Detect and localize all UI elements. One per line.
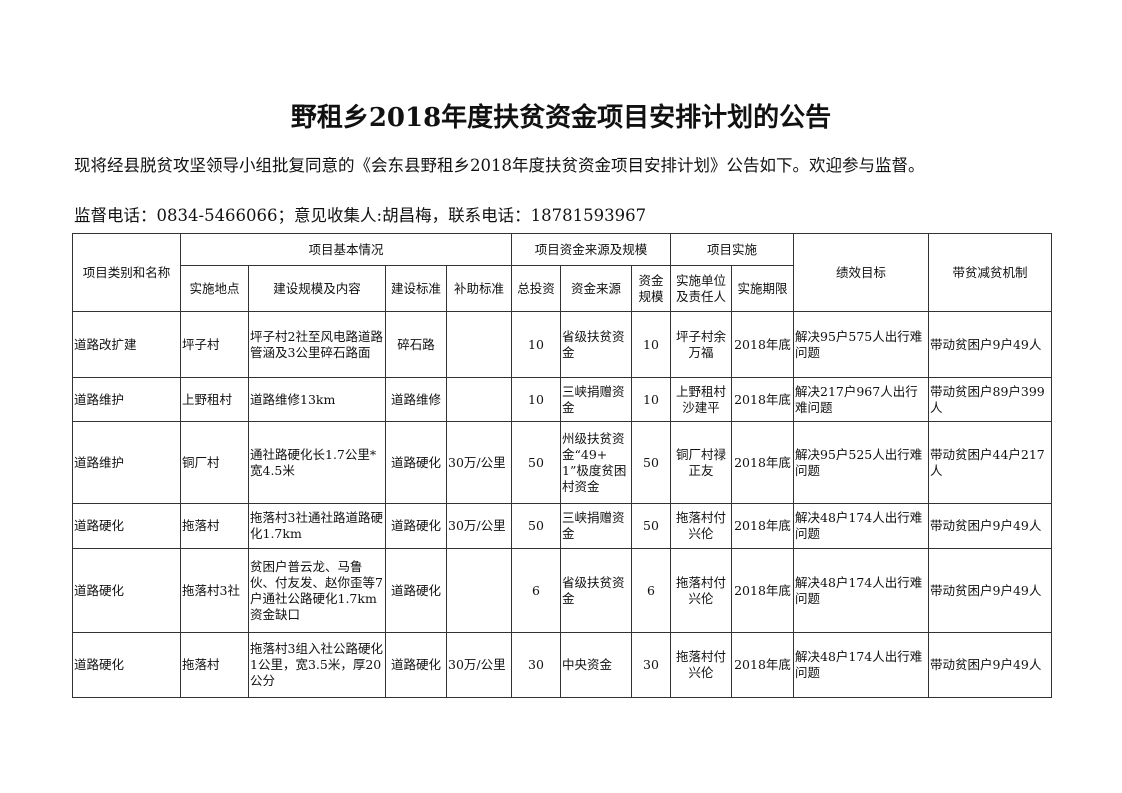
header-period: 实施期限 [731,265,794,312]
intro-paragraph: 现将经县脱贫攻坚领导小组批复同意的《会东县野租乡2018年度扶贫资金项目安排计划… [74,156,925,175]
cell-content: 贫困户普云龙、马鲁伙、付友发、赵你歪等7户通社公路硬化1.7km资金缺口 [248,548,386,633]
cell-source: 州级扶贫资金“49+1”极度贫困村资金 [560,421,632,504]
cell-scale: 30 [631,632,671,698]
cell-source: 三峡捐赠资金 [560,503,632,549]
cell-category: 道路硬化 [72,632,181,698]
cell-total: 10 [511,311,561,378]
cell-scale: 50 [631,503,671,549]
cell-standard: 道路硬化 [385,632,447,698]
cell-location: 上野租村 [180,377,249,422]
table-row: 道路维护 铜厂村 通社路硬化长1.7公里*宽4.5米 道路硬化 30万/公里 50 州级扶贫… [72,421,1052,504]
cell-mechanism: 带动贫困户9户49人 [928,632,1052,698]
project-table: 项目类别和名称 项目基本情况 项目资金来源及规模 项目实施 绩效目标 带贫减贫机… [72,233,1052,698]
cell-goal: 解决95户575人出行难问题 [793,311,929,378]
cell-subsidy [446,548,512,633]
cell-subsidy: 30万/公里 [446,632,512,698]
header-content: 建设规模及内容 [248,265,386,312]
header-standard: 建设标准 [385,265,447,312]
header-category: 项目类别和名称 [72,233,181,312]
cell-total: 6 [511,548,561,633]
cell-location: 拖落村 [180,632,249,698]
cell-mechanism: 带动贫困户89户399人 [928,377,1052,422]
cell-content: 拖落村3组入社公路硬化1公里，宽3.5米，厚20公分 [248,632,386,698]
cell-source: 省级扶贫资金 [560,548,632,633]
cell-source: 三峡捐赠资金 [560,377,632,422]
header-total: 总投资 [511,265,561,312]
cell-total: 10 [511,377,561,422]
cell-goal: 解决95户525人出行难问题 [793,421,929,504]
cell-standard: 道路硬化 [385,421,447,504]
header-scale: 资金规模 [631,265,671,312]
cell-period: 2018年底 [731,632,794,698]
cell-subsidy: 30万/公里 [446,503,512,549]
cell-content: 拖落村3社通社路道路硬化1.7km [248,503,386,549]
header-funds-group: 项目资金来源及规模 [511,233,671,266]
cell-category: 道路硬化 [72,503,181,549]
cell-category: 道路维护 [72,421,181,504]
header-location: 实施地点 [180,265,249,312]
cell-period: 2018年底 [731,311,794,378]
cell-goal: 解决48户174人出行难问题 [793,548,929,633]
cell-scale: 50 [631,421,671,504]
table-row: 道路硬化 拖落村 拖落村3组入社公路硬化1公里，宽3.5米，厚20公分 道路硬化 30万… [72,632,1052,698]
cell-unit: 坪子村余万福 [670,311,732,378]
cell-standard: 碎石路 [385,311,447,378]
table-row: 道路维护 上野租村 道路维修13km 道路维修 10 三峡捐赠资金 10 上野租村沙建平 201… [72,377,1052,422]
cell-period: 2018年底 [731,377,794,422]
cell-content: 通社路硬化长1.7公里*宽4.5米 [248,421,386,504]
cell-category: 道路硬化 [72,548,181,633]
cell-period: 2018年底 [731,503,794,549]
contact-line: 监督电话：0834-5466066；意见收集人:胡昌梅，联系电话：1878159… [74,206,647,225]
table-row: 道路硬化 拖落村 拖落村3社通社路道路硬化1.7km 道路硬化 30万/公里 50 三峡捐赠… [72,503,1052,549]
cell-scale: 10 [631,377,671,422]
cell-goal: 解决217户967人出行难问题 [793,377,929,422]
cell-total: 50 [511,503,561,549]
cell-source: 中央资金 [560,632,632,698]
header-mechanism: 带贫减贫机制 [928,233,1052,312]
cell-subsidy: 30万/公里 [446,421,512,504]
cell-scale: 10 [631,311,671,378]
table-row: 道路改扩建 坪子村 坪子村2社至风电路道路管涵及3公里碎石路面 碎石路 10 省级扶贫资金… [72,311,1052,378]
cell-mechanism: 带动贫困户9户49人 [928,503,1052,549]
cell-location: 铜厂村 [180,421,249,504]
page-title: 野租乡2018年度扶贫资金项目安排计划的公告 [290,103,832,133]
cell-total: 30 [511,632,561,698]
header-subsidy: 补助标准 [446,265,512,312]
cell-standard: 道路维修 [385,377,447,422]
header-goal: 绩效目标 [793,233,929,312]
cell-unit: 上野租村沙建平 [670,377,732,422]
header-impl-group: 项目实施 [670,233,794,266]
cell-content: 坪子村2社至风电路道路管涵及3公里碎石路面 [248,311,386,378]
cell-location: 拖落村3社 [180,548,249,633]
cell-standard: 道路硬化 [385,548,447,633]
cell-scale: 6 [631,548,671,633]
cell-location: 拖落村 [180,503,249,549]
table-row: 道路硬化 拖落村3社 贫困户普云龙、马鲁伙、付友发、赵你歪等7户通社公路硬化1.7k… [72,548,1052,633]
cell-goal: 解决48户174人出行难问题 [793,632,929,698]
cell-mechanism: 带动贫困户9户49人 [928,311,1052,378]
cell-category: 道路维护 [72,377,181,422]
cell-unit: 铜厂村禄正友 [670,421,732,504]
cell-mechanism: 带动贫困户44户217人 [928,421,1052,504]
cell-category: 道路改扩建 [72,311,181,378]
cell-goal: 解决48户174人出行难问题 [793,503,929,549]
cell-total: 50 [511,421,561,504]
cell-source: 省级扶贫资金 [560,311,632,378]
cell-content: 道路维修13km [248,377,386,422]
cell-subsidy [446,311,512,378]
cell-unit: 拖落村付兴伦 [670,503,732,549]
cell-period: 2018年底 [731,421,794,504]
cell-period: 2018年底 [731,548,794,633]
cell-standard: 道路硬化 [385,503,447,549]
cell-location: 坪子村 [180,311,249,378]
header-source: 资金来源 [560,265,632,312]
cell-unit: 拖落村付兴伦 [670,548,732,633]
cell-mechanism: 带动贫困户9户49人 [928,548,1052,633]
cell-unit: 拖落村付兴伦 [670,632,732,698]
cell-subsidy [446,377,512,422]
header-unit: 实施单位及责任人 [670,265,732,312]
header-basic-group: 项目基本情况 [180,233,512,266]
